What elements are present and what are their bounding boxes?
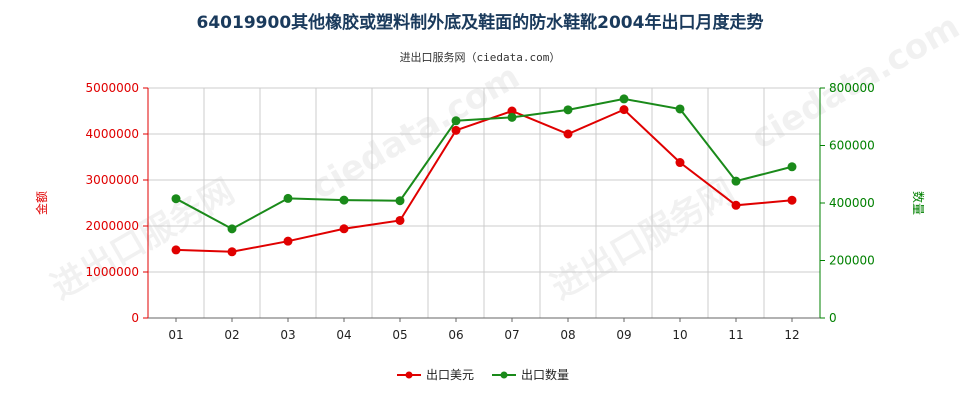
data-point-amount xyxy=(507,106,517,116)
data-point-amount xyxy=(675,158,685,168)
data-point-quantity xyxy=(227,224,237,234)
data-point-amount xyxy=(227,247,237,257)
data-point-quantity xyxy=(507,112,517,122)
x-tick-label: 02 xyxy=(224,328,239,342)
y-left-axis-title: 金额 xyxy=(34,191,49,215)
data-point-amount xyxy=(451,125,461,135)
legend-label: 出口数量 xyxy=(521,367,569,382)
data-point-amount xyxy=(563,129,573,139)
x-tick-label: 05 xyxy=(392,328,407,342)
data-point-quantity xyxy=(731,176,741,186)
y-left-tick-label: 0 xyxy=(131,311,139,325)
data-point-quantity xyxy=(619,94,629,104)
legend-label: 出口美元 xyxy=(426,368,474,382)
legend: 出口美元 出口数量 xyxy=(397,367,569,382)
legend-swatch-marker xyxy=(500,371,508,379)
y-right-tick-label: 400000 xyxy=(829,196,875,210)
y-left-tick-label: 4000000 xyxy=(86,127,139,141)
data-point-quantity xyxy=(675,104,685,114)
y-left-tick-label: 2000000 xyxy=(86,219,139,233)
x-tick-label: 01 xyxy=(168,328,183,342)
y-right-tick-label: 0 xyxy=(829,311,837,325)
svg-text:ciedata.com: ciedata.com xyxy=(305,57,527,208)
data-point-quantity xyxy=(339,195,349,205)
x-tick-label: 09 xyxy=(616,328,631,342)
watermark-layer: 进出口服务网 ciedata.com 进出口服务网 ciedata.com xyxy=(45,7,960,308)
y-right-axis-title: 数量 xyxy=(911,191,926,215)
series-layer xyxy=(171,94,797,257)
data-point-amount xyxy=(395,215,405,225)
y-right-tick-label: 200000 xyxy=(829,254,875,268)
x-tick-label: 07 xyxy=(504,328,519,342)
svg-text:进出口服务网: 进出口服务网 xyxy=(545,171,742,308)
chart-title: 64019900其他橡胶或塑料制外底及鞋面的防水鞋靴2004年出口月度走势 xyxy=(196,13,764,33)
data-point-quantity xyxy=(563,105,573,115)
x-tick-label: 03 xyxy=(280,328,295,342)
x-tick-label: 08 xyxy=(560,328,575,342)
data-point-quantity xyxy=(787,162,797,172)
series-line-amount xyxy=(175,108,793,253)
x-tick-label: 04 xyxy=(336,328,351,342)
x-tick-label: 06 xyxy=(448,328,463,342)
x-tick-label: 12 xyxy=(784,328,799,342)
data-point-quantity xyxy=(451,116,461,126)
x-tick-label: 11 xyxy=(728,328,743,342)
data-point-quantity xyxy=(395,196,405,206)
y-left-tick-label: 5000000 xyxy=(86,81,139,95)
y-left-tick-label: 1000000 xyxy=(86,265,139,279)
data-point-quantity xyxy=(283,193,293,203)
y-right-tick-label: 800000 xyxy=(829,81,875,95)
series-line-quantity xyxy=(175,97,793,231)
data-point-amount xyxy=(731,200,741,210)
chart-subtitle: 进出口服务网（ciedata.com） xyxy=(399,51,561,64)
data-point-amount xyxy=(283,236,293,246)
legend-swatch-marker xyxy=(405,371,413,379)
axes: 0100000020000003000000400000050000000200… xyxy=(34,81,926,342)
x-tick-label: 10 xyxy=(672,328,687,342)
y-left-tick-label: 3000000 xyxy=(86,173,139,187)
data-point-amount xyxy=(619,105,629,115)
data-point-amount xyxy=(171,245,181,255)
data-point-amount xyxy=(339,224,349,234)
svg-text:进出口服务网: 进出口服务网 xyxy=(45,171,242,308)
y-right-tick-label: 600000 xyxy=(829,139,875,153)
data-point-quantity xyxy=(171,194,181,204)
data-point-amount xyxy=(787,195,797,205)
